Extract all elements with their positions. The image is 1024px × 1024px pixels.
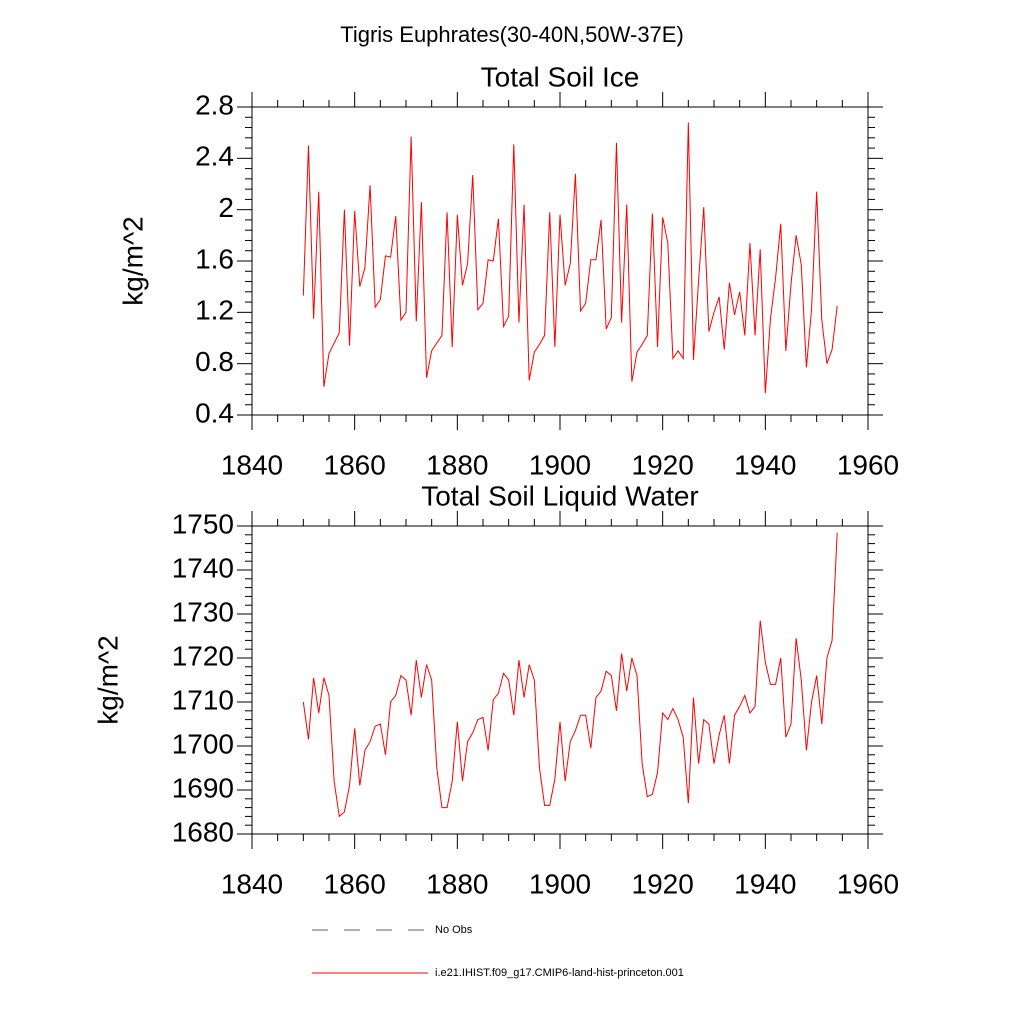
y-tick-label: 1.2 [195, 295, 234, 326]
y-tick-label: 1700 [172, 728, 234, 759]
plot-title: Total Soil Ice [481, 61, 640, 92]
y-tick-label: 1690 [172, 772, 234, 803]
x-tick-label: 1840 [221, 868, 283, 899]
x-tick-label: 1860 [324, 868, 386, 899]
data-line [302, 122, 838, 394]
y-axis-label: kg/m^2 [117, 216, 148, 305]
x-tick-label: 1840 [221, 449, 283, 480]
y-tick-label: 1.6 [195, 243, 234, 274]
legend-label: No Obs [435, 924, 473, 936]
y-tick-label: 2.8 [195, 89, 234, 120]
y-axis-label: kg/m^2 [92, 635, 123, 724]
x-tick-label: 1880 [426, 449, 488, 480]
y-tick-label: 0.4 [195, 397, 234, 428]
legend-label: i.e21.IHIST.f09_g17.CMIP6-land-hist-prin… [435, 967, 684, 979]
plot-title: Total Soil Liquid Water [421, 480, 699, 511]
figure-title: Tigris Euphrates(30-40N,50W-37E) [340, 22, 684, 47]
x-tick-label: 1920 [632, 449, 694, 480]
x-tick-label: 1880 [426, 868, 488, 899]
x-tick-label: 1960 [837, 449, 899, 480]
y-tick-label: 1680 [172, 816, 234, 847]
plot-frame [251, 525, 869, 835]
x-tick-label: 1960 [837, 868, 899, 899]
y-tick-label: 0.8 [195, 346, 234, 377]
y-tick-label: 1710 [172, 684, 234, 715]
x-tick-label: 1920 [632, 868, 694, 899]
data-line [302, 532, 838, 818]
x-tick-label: 1900 [529, 868, 591, 899]
x-tick-label: 1940 [734, 868, 796, 899]
x-tick-label: 1940 [734, 449, 796, 480]
y-tick-label: 2 [218, 192, 234, 223]
y-tick-label: 1750 [172, 508, 234, 539]
y-tick-label: 1730 [172, 596, 234, 627]
x-tick-label: 1900 [529, 449, 591, 480]
y-tick-label: 2.4 [195, 141, 234, 172]
y-tick-label: 1720 [172, 640, 234, 671]
plot-frame [251, 106, 869, 416]
x-tick-label: 1860 [324, 449, 386, 480]
y-tick-label: 1740 [172, 552, 234, 583]
